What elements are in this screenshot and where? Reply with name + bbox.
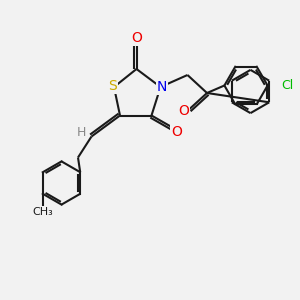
Text: H: H [77,126,87,140]
Text: O: O [131,31,142,45]
Text: CH₃: CH₃ [32,207,53,218]
Text: S: S [108,79,117,92]
Text: O: O [172,125,182,139]
Text: Cl: Cl [282,79,294,92]
Text: N: N [157,80,167,94]
Text: O: O [178,104,189,118]
